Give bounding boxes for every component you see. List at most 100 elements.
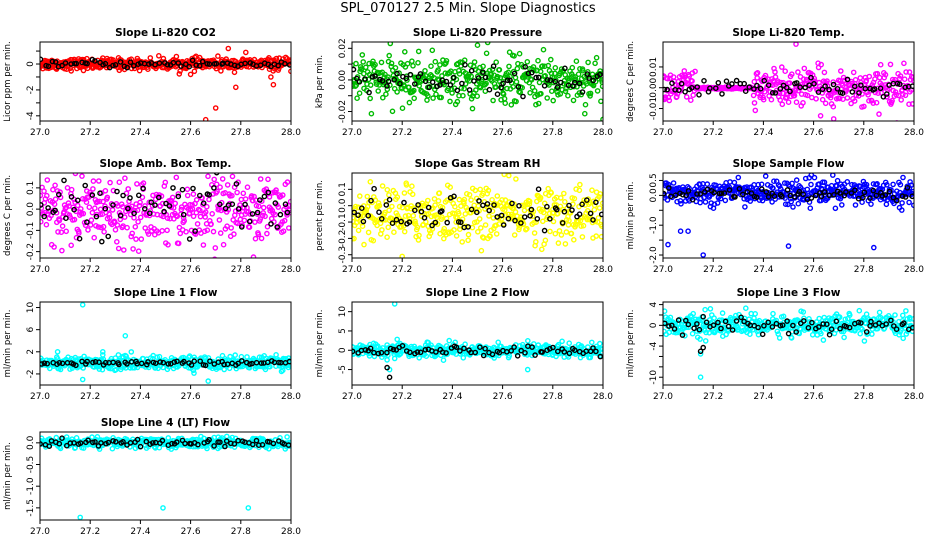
x-tick-label: 28.0 xyxy=(904,265,924,275)
x-tick-label: 27.2 xyxy=(392,392,412,402)
point-subset xyxy=(723,78,730,84)
point-all xyxy=(240,190,247,197)
point-subset xyxy=(426,84,432,91)
point-subset xyxy=(890,194,897,201)
point-subset xyxy=(164,61,171,68)
point-all xyxy=(116,179,123,185)
point-subset xyxy=(494,91,501,97)
point-all xyxy=(727,179,733,185)
point-subset xyxy=(486,86,493,93)
point-all xyxy=(356,204,363,211)
y-tick-label: 2 xyxy=(26,349,36,355)
point-all xyxy=(501,207,508,213)
data-points xyxy=(40,433,291,520)
point-all xyxy=(87,222,94,228)
point-all xyxy=(409,58,415,65)
point-all xyxy=(104,194,111,201)
point-all xyxy=(106,214,113,221)
point-subset xyxy=(761,322,767,329)
point-all xyxy=(780,313,787,320)
point-all xyxy=(406,216,413,222)
x-tick-label: 27.4 xyxy=(442,265,462,275)
point-subset xyxy=(200,200,207,206)
point-all xyxy=(686,73,693,79)
point-all xyxy=(483,80,489,87)
outlier-point xyxy=(384,357,390,363)
point-subset xyxy=(797,84,803,90)
point-all xyxy=(572,74,579,80)
y-tick-label: 0.0 xyxy=(338,198,348,213)
y-axis-label: degrees C per min. xyxy=(626,41,636,122)
point-subset xyxy=(138,360,145,367)
point-all xyxy=(714,186,720,193)
point-subset xyxy=(120,192,126,199)
point-all xyxy=(280,228,287,234)
outlier-point xyxy=(394,336,401,343)
point-subset xyxy=(425,204,432,211)
data-points xyxy=(663,305,914,381)
point-all xyxy=(147,208,154,214)
point-subset xyxy=(99,238,105,245)
point-all xyxy=(902,92,909,99)
y-tick-label: -2 xyxy=(26,369,36,378)
point-subset xyxy=(771,193,778,199)
point-all xyxy=(579,234,586,240)
point-all xyxy=(900,335,907,342)
point-all xyxy=(386,192,392,198)
point-all xyxy=(593,233,600,239)
point-all xyxy=(41,188,47,194)
point-subset xyxy=(701,78,707,84)
point-all xyxy=(475,203,482,209)
point-all xyxy=(830,173,836,178)
point-all xyxy=(128,349,135,355)
point-all xyxy=(874,180,880,187)
point-subset xyxy=(394,70,400,77)
point-all xyxy=(779,101,786,108)
point-all xyxy=(146,199,152,206)
point-subset xyxy=(559,220,566,226)
data-points xyxy=(352,302,603,381)
point-all xyxy=(821,179,828,186)
point-subset xyxy=(683,317,689,324)
point-all xyxy=(703,329,709,336)
y-tick-label: 0 xyxy=(26,61,36,67)
y-tick-label: 0.01 xyxy=(649,57,659,77)
point-all xyxy=(898,97,905,103)
point-subset xyxy=(765,82,772,88)
point-all xyxy=(856,307,863,314)
point-all xyxy=(109,445,116,452)
point-subset xyxy=(422,78,429,85)
point-all xyxy=(255,203,262,210)
point-all xyxy=(587,90,594,97)
point-all xyxy=(892,89,899,95)
point-all xyxy=(838,68,844,74)
point-subset xyxy=(769,90,776,96)
point-all xyxy=(910,316,914,322)
x-tick-label: 27.0 xyxy=(342,128,362,138)
point-all xyxy=(202,214,208,220)
point-all xyxy=(100,198,106,205)
point-subset xyxy=(509,200,515,207)
point-all xyxy=(401,228,408,235)
y-tick-label: -5 xyxy=(338,365,348,374)
point-all xyxy=(486,213,492,219)
point-all xyxy=(494,74,501,80)
point-all xyxy=(800,309,807,315)
point-all xyxy=(722,197,729,204)
point-subset xyxy=(125,205,131,212)
point-all xyxy=(409,191,416,198)
y-axis-label: ml/min per min. xyxy=(3,442,13,510)
outlier-point xyxy=(743,305,749,312)
point-all xyxy=(524,225,530,232)
point-all xyxy=(192,231,199,237)
point-all xyxy=(857,330,864,337)
point-subset xyxy=(779,193,785,200)
point-subset xyxy=(249,211,256,217)
point-subset xyxy=(355,212,361,218)
point-subset xyxy=(785,330,792,337)
point-all xyxy=(114,238,120,245)
point-all xyxy=(451,227,457,233)
point-all xyxy=(868,201,874,207)
point-subset xyxy=(352,348,356,355)
